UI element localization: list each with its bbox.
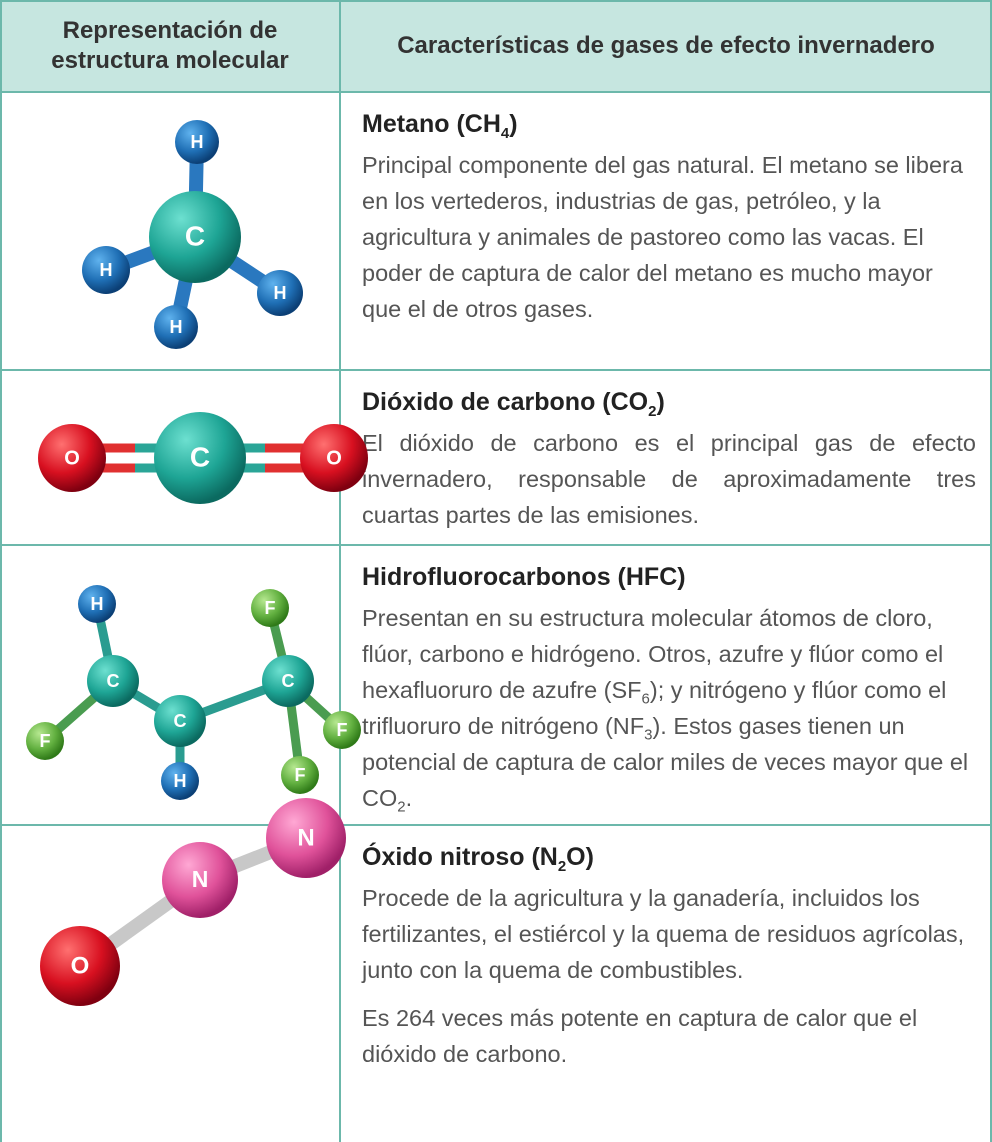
atom-label: C [185, 220, 205, 251]
atom-label: H [274, 283, 287, 303]
gas-title: Metano (CH4) [362, 110, 976, 142]
text-run: Principal componente del gas natural. El… [362, 152, 963, 322]
atom [149, 191, 241, 283]
description-cell: Metano (CH4) Principal componente del gas… [340, 92, 992, 370]
atom [262, 655, 314, 707]
atom-label: N [192, 866, 209, 892]
atom [175, 120, 219, 164]
atom [154, 412, 246, 504]
text-run: Procede de la agricultura y la ganadería… [362, 885, 965, 983]
gas-title: Dióxido de carbono (CO2) [362, 388, 976, 420]
atom [40, 926, 120, 1006]
gas-title: Hidrofluorocarbonos (HFC) [362, 563, 976, 592]
text-run: . [405, 785, 413, 811]
text-run: O) [566, 843, 594, 871]
atom-label: F [265, 598, 276, 618]
atom [323, 711, 361, 749]
gas-title: Óxido nitroso (N2O) [362, 843, 976, 875]
atom [154, 695, 206, 747]
atom [78, 585, 116, 623]
atom-label: C [107, 671, 120, 691]
text-run: ); y nitrógeno y flúor como el trifluoru… [362, 677, 947, 739]
description-cell: Hidrofluorocarbonos (HFC) Presentan en su… [340, 545, 992, 825]
atom [281, 756, 319, 794]
description: El dióxido de carbono es el principal ga… [362, 425, 976, 533]
atom-label: C [174, 711, 187, 731]
description-cell: Óxido nitroso (N2O) Procede de la agricul… [340, 825, 992, 1142]
atom [82, 246, 130, 294]
atom-label: N [297, 824, 314, 851]
atom-label: O [326, 447, 342, 469]
atom-label: H [174, 771, 187, 791]
atom [87, 655, 139, 707]
molecule: H C H H H [82, 120, 303, 349]
description: Presentan en su estructura molecular áto… [362, 600, 976, 816]
subscript: 3 [644, 726, 653, 744]
text-run: Es 264 veces más potente en captura de c… [362, 1005, 918, 1067]
header-cell: Representación de estructura molecular [0, 0, 340, 92]
description: Procede de la agricultura y la ganadería… [362, 880, 976, 988]
atom [162, 842, 238, 918]
text-run: ) [656, 388, 665, 416]
text-run: ). Estos gases tienen un potencial de ca… [362, 713, 969, 811]
description: Principal componente del gas natural. El… [362, 147, 976, 327]
text-run: ) [509, 110, 518, 138]
subscript: 4 [500, 125, 510, 142]
text-run: Dióxido de carbono (CO [362, 388, 649, 416]
header-cell: Características de gases de efecto inver… [340, 0, 992, 92]
atom-label: C [282, 671, 295, 691]
atom-label: F [295, 765, 306, 785]
atom-label: H [100, 260, 113, 280]
atom [257, 270, 303, 316]
atom-label: C [190, 441, 210, 472]
subscript: 2 [648, 403, 657, 420]
atom-label: H [91, 594, 104, 614]
text-run: El dióxido de carbono es el principal ga… [362, 430, 976, 528]
description-cell: Dióxido de carbono (CO2) El dióxido de ca… [340, 370, 992, 545]
atom [161, 762, 199, 800]
atom-label: F [337, 720, 348, 740]
text-run: Metano (CH [362, 110, 501, 138]
atom [38, 424, 106, 492]
atom-label: O [71, 952, 90, 979]
atom [266, 798, 346, 878]
text-run: Presentan en su estructura molecular áto… [362, 605, 944, 703]
subscript: 2 [397, 798, 406, 816]
molecule: H C F C H C F F F [26, 585, 361, 800]
description: Es 264 veces más potente en captura de c… [362, 1000, 976, 1072]
atom [26, 722, 64, 760]
atom-label: H [191, 132, 204, 152]
atom-label: O [64, 447, 80, 469]
atom [154, 305, 198, 349]
molecule: O N N [40, 798, 346, 1006]
text-run: Hidrofluorocarbonos (HFC) [362, 563, 686, 591]
atom-label: F [40, 731, 51, 751]
subscript: 6 [641, 690, 650, 708]
text-run: Óxido nitroso (N [362, 843, 558, 871]
subscript: 2 [557, 858, 567, 875]
atom [251, 589, 289, 627]
atom [300, 424, 368, 492]
atom-label: H [170, 317, 183, 337]
